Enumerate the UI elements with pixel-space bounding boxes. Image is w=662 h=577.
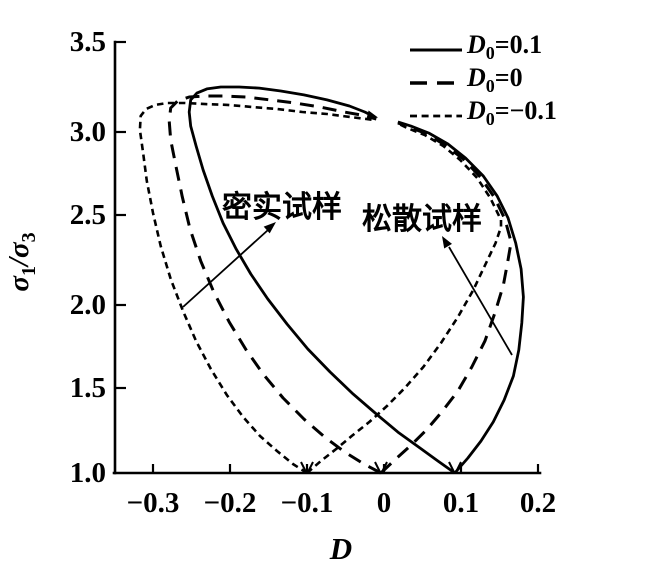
y-axis-ticks — [115, 40, 126, 390]
legend-item-d0-m0p1: D0=−0.1 — [409, 96, 557, 132]
x-tick-0: 0 — [376, 487, 392, 519]
legend-item-d0-0p1: D0=0.1 — [409, 30, 557, 66]
dense-annotation-arrow — [182, 222, 276, 308]
curve-d0-m0p1-loose — [306, 121, 503, 474]
dense-specimen-label: 密实试样 — [222, 191, 342, 224]
y-tick-2p0: 2.0 — [69, 289, 106, 321]
x-tick-m0p2: −0.2 — [203, 487, 257, 519]
y-axis-title: σ1/σ3 — [3, 232, 40, 292]
x-tick-0p1: 0.1 — [442, 487, 480, 519]
x-tick-0p2: 0.2 — [519, 487, 557, 519]
loose-specimen-label: 松散试样 — [362, 203, 482, 236]
legend-line-solid-icon — [410, 48, 462, 51]
x-axis-ticks — [151, 464, 540, 473]
legend-label: D0=0 — [467, 63, 523, 97]
legend-label: D0=−0.1 — [467, 96, 557, 130]
curve-d0-0p1-dense — [187, 85, 456, 475]
y-tick-2p5: 2.5 — [69, 199, 106, 231]
x-axis-title: D — [329, 531, 353, 566]
curve-d0-0p1-loose — [397, 120, 525, 474]
loose-annotation-arrow — [442, 236, 513, 356]
curve-d0-0-dense — [167, 94, 382, 475]
y-tick-3p0: 3.0 — [69, 116, 106, 148]
legend-item-d0-0: D0=0 — [409, 63, 557, 99]
critical-state-arrowhead — [366, 110, 378, 120]
curve-d0-m0p1-dense — [138, 101, 375, 475]
legend-line-shortdash-icon — [410, 114, 462, 117]
x-tick-m0p3: −0.3 — [126, 487, 180, 519]
y-tick-1p0: 1.0 — [69, 457, 106, 489]
legend-label: D0=0.1 — [467, 30, 543, 64]
legend-line-longdash-icon — [410, 80, 462, 85]
y-tick-3p5: 3.5 — [69, 26, 106, 58]
start-point-arrowheads — [300, 461, 462, 473]
legend: D0=0.1 D0=0 D0=−0.1 — [409, 30, 557, 132]
y-tick-1p5: 1.5 — [69, 372, 106, 404]
x-tick-m0p1: −0.1 — [280, 487, 334, 519]
curve-d0-0-loose — [379, 121, 513, 475]
